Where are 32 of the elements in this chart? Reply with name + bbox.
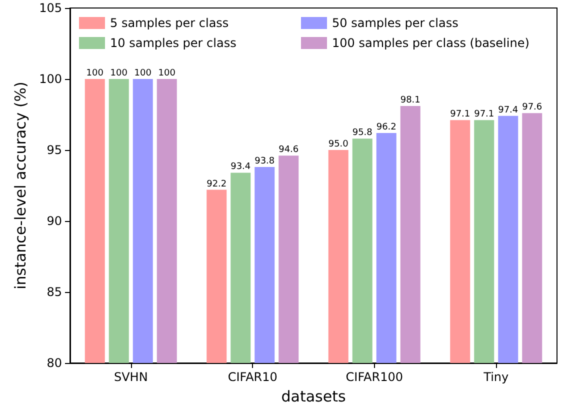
y-tick-label: 80 <box>46 356 62 370</box>
data-label: 93.4 <box>230 162 251 172</box>
data-label: 97.4 <box>498 105 518 116</box>
legend-label: 50 samples per class <box>332 16 458 30</box>
data-label: 94.6 <box>278 145 299 156</box>
data-label: 100 <box>110 68 128 78</box>
data-label: 92.2 <box>206 179 227 190</box>
legend-label: 5 samples per class <box>110 16 229 30</box>
data-label: 96.2 <box>376 122 396 132</box>
data-label: 95.8 <box>352 128 373 138</box>
x-tick-label: Tiny <box>482 370 509 384</box>
y-tick-label: 95 <box>46 143 62 157</box>
y-tick-label: 85 <box>46 285 62 299</box>
data-label: 100 <box>86 68 104 78</box>
data-label: 93.8 <box>254 156 275 167</box>
legend-label: 10 samples per class <box>110 36 236 50</box>
y-tick-label: 105 <box>39 1 62 15</box>
y-tick-label: 90 <box>46 214 62 228</box>
x-tick-label: CIFAR100 <box>346 370 403 384</box>
data-label: 100 <box>134 68 152 78</box>
x-tick-label: SVHN <box>114 370 148 384</box>
data-label: 95.0 <box>328 140 349 150</box>
data-label: 97.6 <box>522 102 542 113</box>
x-tick-label: CIFAR10 <box>228 370 278 384</box>
data-label: 98.1 <box>400 95 420 106</box>
data-label: 97.1 <box>474 110 494 120</box>
legend-label: 100 samples per class (baseline) <box>332 36 530 50</box>
x-axis-title: datasets <box>281 388 346 406</box>
y-tick-label: 100 <box>39 72 62 86</box>
data-label: 100 <box>158 68 176 78</box>
data-label: 97.1 <box>450 110 470 120</box>
y-axis-title: instance-level accuracy (%) <box>12 82 30 290</box>
